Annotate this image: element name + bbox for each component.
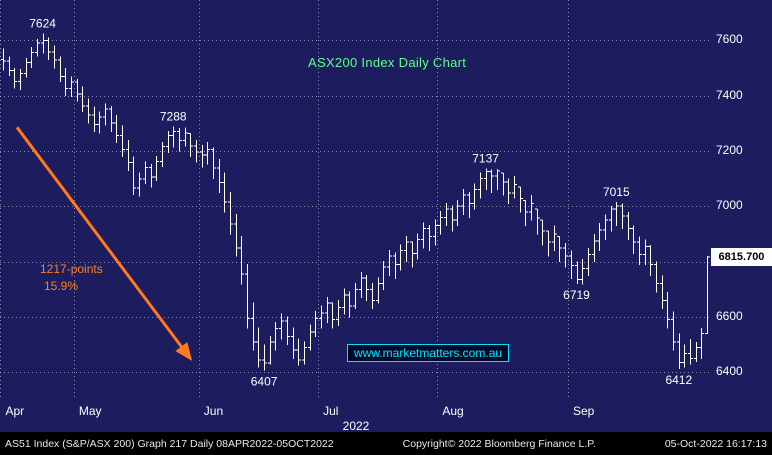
price-annotation-label: 6407 <box>251 374 278 388</box>
price-axis: 7600740072007000680066006400 <box>716 0 770 432</box>
footer-instrument-label: AS51 Index (S&P/ASX 200) Graph 217 Daily… <box>5 437 334 450</box>
decline-arrow <box>15 126 193 361</box>
decline-points-label: 1217-points <box>40 262 103 276</box>
time-axis: Apr May Jun Jul Aug Sep <box>0 404 712 420</box>
last-price-badge: 6815.700 <box>711 248 772 267</box>
y-axis-tick-label: 6400 <box>716 364 743 379</box>
y-axis-tick-label: 7000 <box>716 198 743 213</box>
y-axis-tick-label: 7600 <box>716 32 743 47</box>
year-label: 2022 <box>342 419 370 433</box>
x-axis-month-label: Jun <box>203 404 224 418</box>
footer-bar: AS51 Index (S&P/ASX 200) Graph 217 Daily… <box>0 432 772 455</box>
price-annotation-label: 6412 <box>665 373 692 387</box>
decline-percent-label: 15.9% <box>44 279 79 293</box>
price-annotation-label: 7137 <box>472 151 499 165</box>
y-axis-tick-label: 6600 <box>716 308 743 323</box>
x-axis-month-label: May <box>78 404 102 418</box>
gridlines <box>0 0 710 400</box>
footer-timestamp-label: 05-Oct-2022 16:17:13 <box>664 437 767 450</box>
chart-title: ASX200 Index Daily Chart <box>308 55 467 70</box>
watermark-link: www.marketmatters.com.au <box>347 344 510 362</box>
y-axis-tick-label: 7200 <box>716 142 743 157</box>
x-axis-month-label: Sep <box>573 404 595 418</box>
footer-copyright-label: Copyright© 2022 Bloomberg Finance L.P. <box>402 437 596 450</box>
price-annotation-label: 7624 <box>29 17 56 31</box>
price-annotation-label: 7288 <box>160 110 187 124</box>
x-axis-month-label: Aug <box>442 404 464 418</box>
x-axis-month-label: Jul <box>323 404 339 418</box>
price-bars <box>0 33 711 371</box>
y-axis-tick-label: 7400 <box>716 87 743 102</box>
decline-note: 1217-points 15.9% <box>40 261 103 295</box>
chart-plot-area: 7624 7288 7137 7015 6719 6407 6412 <box>0 0 711 400</box>
price-annotation-label: 7015 <box>603 185 630 199</box>
price-annotation-label: 6719 <box>563 288 590 302</box>
x-axis-month-label: Apr <box>5 404 25 418</box>
price-annotations: 7624 7288 7137 7015 6719 6407 6412 <box>29 17 692 389</box>
